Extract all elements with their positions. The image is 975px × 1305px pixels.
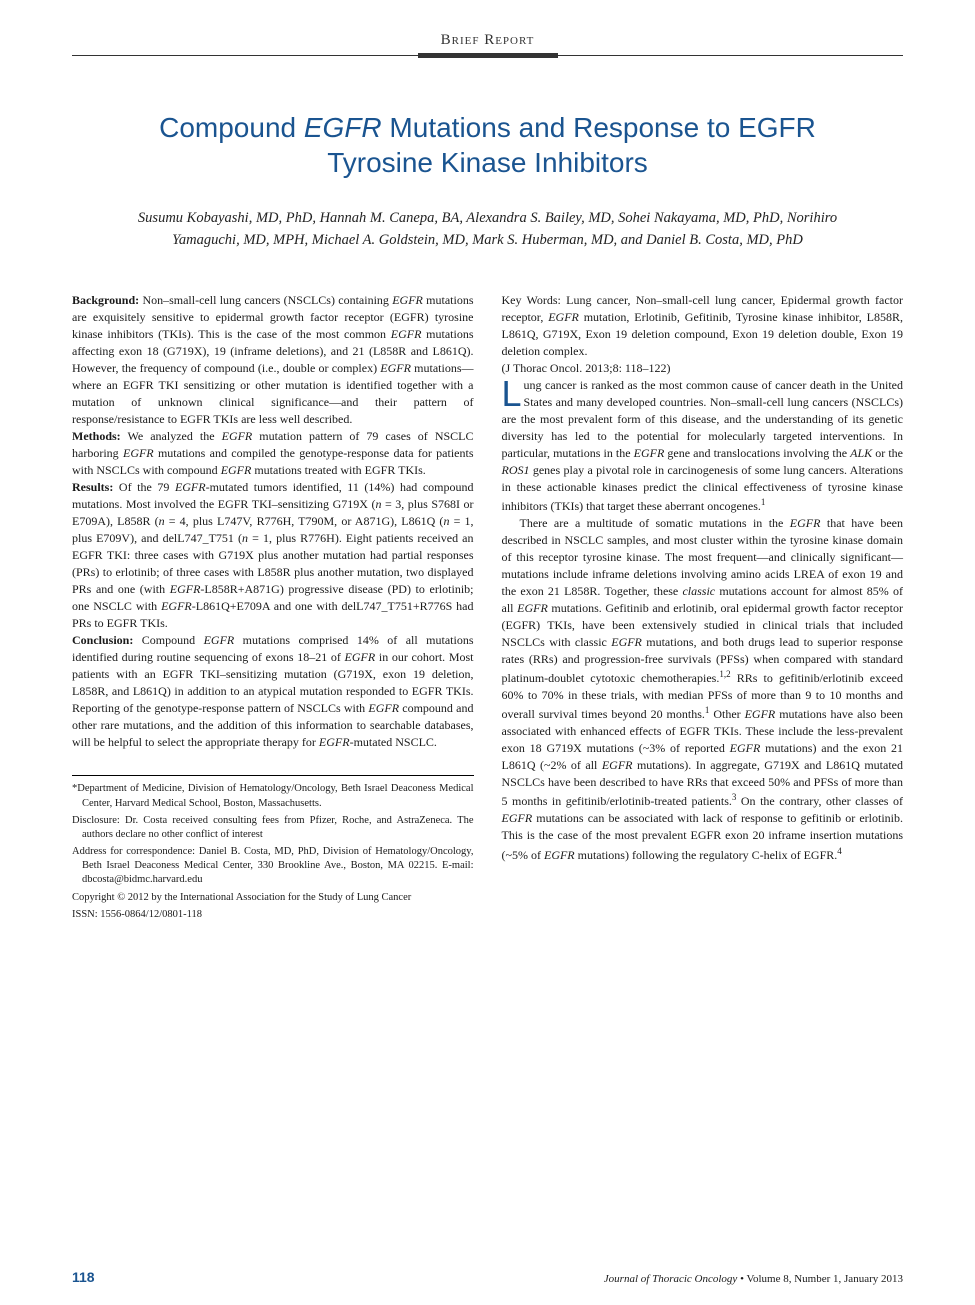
body-paragraph-1: Lung cancer is ranked as the most common… — [502, 377, 904, 515]
ref-1: 1 — [761, 497, 766, 507]
section-header: Brief Report — [72, 32, 903, 49]
title-gene: EGFR — [304, 112, 382, 143]
keywords-block: Key Words: Lung cancer, Non–small-cell l… — [502, 292, 904, 360]
background-label: Background: — [72, 293, 139, 307]
author-list: Susumu Kobayashi, MD, PhD, Hannah M. Can… — [122, 208, 853, 252]
page-footer: 118 Journal of Thoracic Oncology • Volum… — [72, 1269, 903, 1285]
conclusion-label: Conclusion: — [72, 633, 133, 647]
footnote-disclosure: Disclosure: Dr. Costa received consultin… — [72, 814, 474, 842]
issue-info: • Volume 8, Number 1, January 2013 — [737, 1273, 903, 1285]
page-number: 118 — [72, 1269, 95, 1285]
abstract-results: Results: Of the 79 EGFR-mutated tumors i… — [72, 479, 474, 632]
two-column-layout: Background: Non–small-cell lung cancers … — [72, 292, 903, 925]
ref-2: 1,2 — [719, 669, 730, 679]
footnotes-block: *Department of Medicine, Division of Hem… — [72, 775, 474, 922]
results-label: Results: — [72, 480, 113, 494]
article-title: Compound EGFR Mutations and Response to … — [112, 110, 863, 180]
abstract-conclusion: Conclusion: Compound EGFR mutations comp… — [72, 632, 474, 751]
footnote-correspondence: Address for correspondence: Daniel B. Co… — [72, 845, 474, 888]
left-column: Background: Non–small-cell lung cancers … — [72, 292, 474, 925]
dropcap: L — [502, 377, 524, 410]
right-column: Key Words: Lung cancer, Non–small-cell l… — [502, 292, 904, 925]
abstract-methods: Methods: We analyzed the EGFR mutation p… — [72, 428, 474, 479]
footnote-copyright: Copyright © 2012 by the International As… — [72, 891, 474, 905]
journal-name: Journal of Thoracic Oncology — [604, 1273, 738, 1285]
title-pre: Compound — [159, 112, 304, 143]
footnote-affiliation: *Department of Medicine, Division of Hem… — [72, 782, 474, 810]
header-rule — [72, 53, 903, 58]
keywords-label: Key Words: — [502, 293, 561, 307]
journal-issue: Journal of Thoracic Oncology • Volume 8,… — [604, 1273, 903, 1285]
citation-line: (J Thorac Oncol. 2013;8: 118–122) — [502, 360, 904, 377]
footnote-issn: ISSN: 1556-0864/12/0801-118 — [72, 908, 474, 922]
ref-5: 4 — [837, 846, 842, 856]
title-post: Mutations and Response to EGFR Tyrosine … — [327, 112, 816, 178]
methods-label: Methods: — [72, 429, 121, 443]
abstract-background: Background: Non–small-cell lung cancers … — [72, 292, 474, 428]
body-paragraph-2: There are a multitude of somatic mutatio… — [502, 515, 904, 864]
